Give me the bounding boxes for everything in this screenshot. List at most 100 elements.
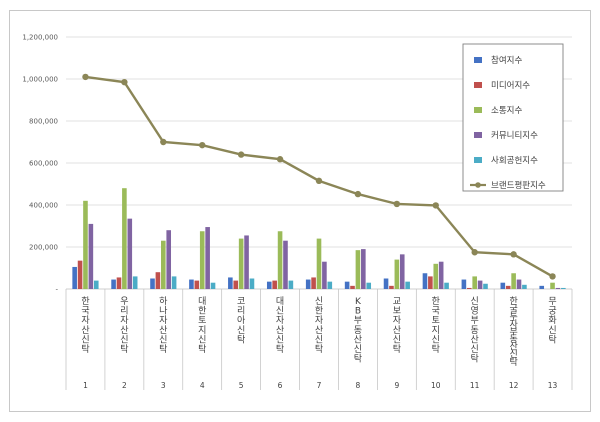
bar (244, 235, 249, 289)
bar (383, 278, 389, 289)
bar (522, 284, 527, 289)
x-index-label: 9 (394, 381, 399, 390)
brand-index-point (82, 73, 89, 81)
x-index-label: 13 (548, 381, 558, 390)
bar (199, 231, 205, 289)
brand-index-point (276, 156, 284, 163)
bar (327, 281, 333, 289)
brand-index-point (354, 190, 362, 198)
bar (344, 281, 350, 289)
bar (477, 280, 483, 289)
legend-swatch (474, 132, 482, 138)
legend-swatch (474, 57, 482, 63)
bar (422, 273, 428, 289)
legend-label: 커뮤니티지수 (491, 130, 538, 141)
brand-index-point (315, 177, 323, 185)
bar (72, 266, 77, 289)
x-index-label: 7 (317, 381, 322, 390)
bar (500, 282, 506, 289)
bar (394, 259, 400, 289)
legend-swatch (474, 107, 482, 113)
bar (272, 280, 277, 289)
brand-index-point (393, 200, 401, 208)
y-tick-label: 800,000 (29, 118, 58, 126)
x-index-label: 10 (431, 381, 441, 390)
bar (127, 218, 133, 289)
brand-index-point (199, 141, 206, 149)
x-index-label: 12 (509, 381, 519, 390)
bar (166, 230, 172, 289)
bar (311, 277, 316, 289)
y-tick-label: 400,000 (29, 202, 58, 210)
brand-index-point (549, 273, 556, 280)
bar (561, 287, 566, 289)
bar (266, 281, 272, 289)
legend-line-marker (475, 182, 481, 188)
x-index-label: 2 (122, 381, 127, 390)
x-index-label: 6 (278, 381, 283, 390)
x-index-label: 11 (470, 381, 480, 390)
bar (171, 276, 177, 289)
bar (205, 227, 210, 289)
x-index-label: 4 (200, 381, 205, 390)
bar (511, 273, 516, 289)
bar (361, 249, 366, 289)
x-index-label: 8 (356, 381, 361, 390)
bar (539, 285, 545, 289)
legend-label: 소통지수 (491, 106, 522, 116)
bar (288, 280, 294, 289)
bar (233, 280, 239, 289)
legend-label: 참여지수 (491, 55, 522, 66)
bar (405, 281, 410, 289)
bar (161, 240, 166, 289)
legend-swatch (474, 82, 482, 88)
bar (428, 276, 433, 289)
bar (305, 279, 311, 289)
bar (277, 231, 283, 289)
brand-index-point (237, 151, 245, 158)
brand-index-point (432, 202, 439, 209)
bar (438, 261, 444, 289)
bar (155, 272, 161, 289)
bar (111, 279, 116, 289)
legend-swatch (474, 157, 482, 163)
bar (283, 240, 288, 289)
bar (210, 282, 216, 289)
bar (83, 200, 88, 289)
bar (466, 287, 472, 289)
bar (88, 223, 94, 289)
legend-label: 브랜드평판지수 (491, 180, 546, 191)
y-tick-label: 600,000 (29, 160, 58, 168)
brand-index-point (160, 138, 167, 146)
brand-index-point (471, 249, 478, 256)
y-tick-label: 1,000,000 (22, 76, 58, 84)
x-index-label: 5 (239, 381, 244, 390)
bar (77, 260, 83, 289)
bar (228, 277, 233, 289)
bar (116, 277, 122, 289)
bar (249, 278, 255, 289)
bar (550, 282, 555, 289)
bar (505, 285, 511, 289)
bar (555, 287, 561, 289)
bar (433, 263, 439, 289)
bar (483, 283, 488, 289)
bar (122, 188, 127, 289)
bar (444, 282, 449, 289)
y-tick-label: 1,200,000 (22, 34, 58, 42)
bar (461, 279, 467, 289)
bar (322, 261, 327, 289)
bar (350, 285, 355, 289)
bar (389, 285, 394, 289)
